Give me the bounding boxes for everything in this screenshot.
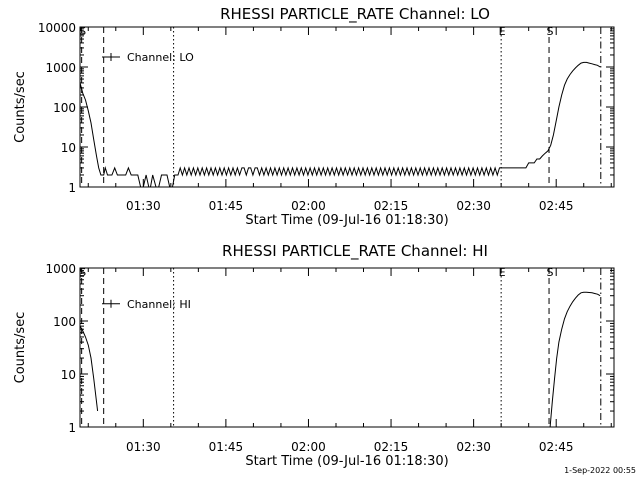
event-marker-label: E	[499, 25, 506, 38]
x-tick-label: 02:15	[374, 440, 409, 454]
y-axis-label: Counts/sec	[13, 71, 28, 143]
event-marker-label: E	[499, 266, 506, 279]
event-marker-label: S	[547, 25, 554, 38]
chart-panel-1: RHESSI PARTICLE_RATE Channel: HI 1 10 100 10…	[13, 242, 615, 469]
x-tick-label: 02:30	[456, 199, 491, 213]
x-tick-label: 02:00	[291, 199, 326, 213]
x-tick-label: 02:00	[291, 440, 326, 454]
y-tick-label: 100	[53, 315, 76, 329]
event-marker-label: S	[547, 266, 554, 279]
chart-title: RHESSI PARTICLE_RATE Channel: LO	[220, 5, 490, 24]
event-marker-label: S	[79, 25, 86, 38]
y-tick-label: 1000	[45, 262, 76, 276]
x-tick-label: 01:45	[209, 199, 244, 213]
x-tick-label: 02:15	[374, 199, 409, 213]
y-tick-label: 1	[68, 181, 76, 195]
x-tick-label: 02:45	[539, 199, 574, 213]
y-tick-label: 10	[61, 368, 76, 382]
series-line-0	[80, 61, 601, 187]
chart-panel-0: RHESSI PARTICLE_RATE Channel: LO 1 10 100 10…	[13, 5, 615, 228]
series-line-1	[549, 291, 601, 427]
x-tick-label: 01:30	[126, 199, 161, 213]
y-tick-label: 1000	[45, 61, 76, 75]
chart-title: RHESSI PARTICLE_RATE Channel: HI	[222, 242, 488, 261]
y-tick-label: 10	[61, 141, 76, 155]
x-tick-label: 02:45	[539, 440, 574, 454]
y-tick-label: 1	[68, 421, 76, 435]
event-marker-label: S	[79, 266, 86, 279]
y-tick-label: 10000	[38, 21, 76, 35]
x-tick-label: 02:30	[456, 440, 491, 454]
plot-frame	[79, 267, 615, 428]
x-tick-label: 01:30	[126, 440, 161, 454]
legend-label: Channel: LO	[127, 51, 194, 64]
x-axis-label: Start Time (09-Jul-16 01:18:30)	[245, 213, 448, 228]
y-tick-label: 100	[53, 101, 76, 115]
y-axis-label: Counts/sec	[13, 312, 28, 384]
footer-timestamp: 1-Sep-2022 00:55	[564, 466, 636, 475]
legend-label: Channel: HI	[127, 298, 191, 311]
series-line-0	[80, 325, 99, 412]
x-tick-label: 01:45	[209, 440, 244, 454]
x-axis-label: Start Time (09-Jul-16 01:18:30)	[245, 454, 448, 469]
